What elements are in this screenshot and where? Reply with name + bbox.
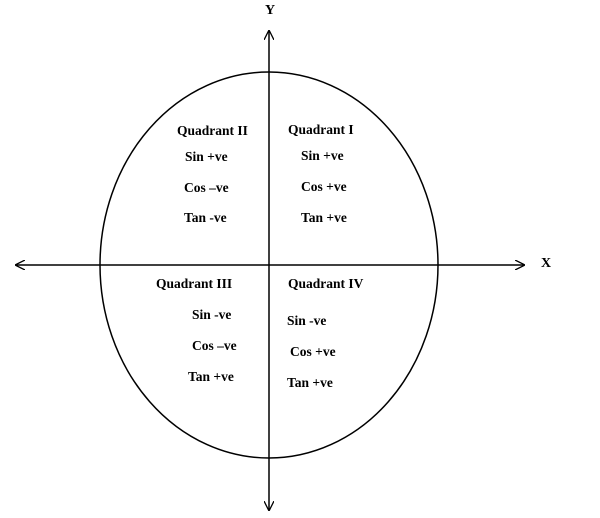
sin-sign: Sin +ve bbox=[301, 148, 344, 163]
cos-sign: Cos –ve bbox=[192, 338, 237, 353]
tan-sign: Tan +ve bbox=[188, 369, 234, 384]
tan-sign: Tan +ve bbox=[287, 375, 333, 390]
quadrant-label: Quadrant II bbox=[177, 123, 248, 138]
quadrant-1: Quadrant I Sin +ve Cos +ve Tan +ve bbox=[288, 122, 354, 225]
sin-sign: Sin -ve bbox=[287, 313, 326, 328]
quadrant-label: Quadrant III bbox=[156, 276, 232, 291]
quadrant-3: Quadrant III Sin -ve Cos –ve Tan +ve bbox=[156, 276, 237, 384]
tan-sign: Tan -ve bbox=[184, 210, 227, 225]
sin-sign: Sin +ve bbox=[185, 149, 228, 164]
sin-sign: Sin -ve bbox=[192, 307, 231, 322]
quadrant-label: Quadrant IV bbox=[288, 276, 364, 291]
quadrant-4: Quadrant IV Sin -ve Cos +ve Tan +ve bbox=[287, 276, 364, 390]
cos-sign: Cos –ve bbox=[184, 180, 229, 195]
cos-sign: Cos +ve bbox=[290, 344, 336, 359]
quadrant-2: Quadrant II Sin +ve Cos –ve Tan -ve bbox=[177, 123, 248, 225]
cos-sign: Cos +ve bbox=[301, 179, 347, 194]
tan-sign: Tan +ve bbox=[301, 210, 347, 225]
quadrant-label: Quadrant I bbox=[288, 122, 354, 137]
x-axis-label: X bbox=[541, 256, 551, 271]
y-axis-label: Y bbox=[265, 3, 275, 18]
